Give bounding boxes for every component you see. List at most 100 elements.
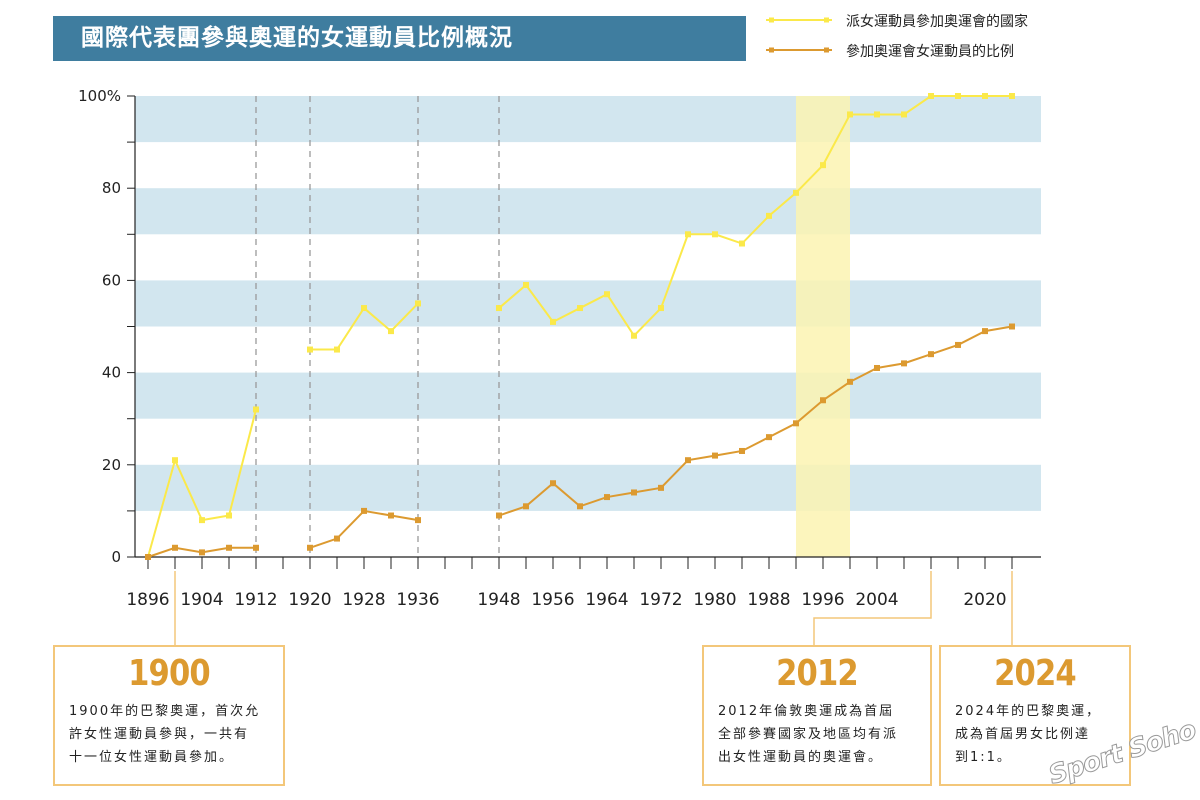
y-tick-label: 40 bbox=[102, 364, 121, 382]
callout-line: 出女性運動員的奧運會。 bbox=[718, 750, 884, 765]
legend-swatch-athletes bbox=[766, 47, 832, 53]
callout-year: 2012 bbox=[776, 653, 859, 694]
data-point bbox=[658, 305, 664, 312]
callout-text: 2024年的巴黎奧運， 成為首屆男女比例達 到1:1。 bbox=[941, 694, 1129, 769]
callout-line: 十一位女性運動員參加。 bbox=[69, 750, 235, 765]
x-tick-label: 1936 bbox=[396, 590, 439, 610]
y-tick-label: 80 bbox=[102, 179, 121, 197]
series-line-athletes bbox=[498, 325, 1013, 517]
series-line-countries bbox=[498, 95, 1012, 338]
legend-swatch-countries bbox=[766, 17, 832, 23]
callout-line: 1900年的巴黎奧運，首次允 bbox=[69, 704, 261, 719]
data-point bbox=[928, 351, 934, 358]
data-point bbox=[550, 318, 556, 325]
highlight-region bbox=[796, 96, 850, 557]
data-point bbox=[334, 535, 340, 542]
x-tick-label: 1920 bbox=[288, 590, 331, 610]
data-point bbox=[523, 282, 529, 289]
data-point bbox=[955, 93, 961, 99]
data-point bbox=[847, 378, 853, 385]
data-point bbox=[199, 549, 205, 556]
callout-1900: 1900 1900年的巴黎奧運，首次允 許女性運動員參與，一共有 十一位女性運動… bbox=[53, 645, 285, 786]
callout-text: 1900年的巴黎奧運，首次允 許女性運動員參與，一共有 十一位女性運動員參加。 bbox=[55, 694, 283, 769]
data-point bbox=[199, 517, 205, 524]
x-tick-label: 2020 bbox=[963, 590, 1006, 610]
data-point bbox=[847, 111, 853, 118]
callout-line: 許女性運動員參與，一共有 bbox=[69, 727, 250, 742]
data-point bbox=[766, 212, 772, 219]
background-band bbox=[135, 372, 1041, 419]
legend-label-athletes: 參加奧運會女運動員的比例 bbox=[846, 44, 1014, 60]
y-tick-label: 100% bbox=[78, 87, 121, 105]
callout-2012: 2012 2012年倫敦奧運成為首屆 全部參賽國家及地區均有派 出女性運動員的奧… bbox=[702, 645, 932, 786]
data-point bbox=[658, 484, 664, 491]
data-point bbox=[604, 291, 610, 298]
data-point bbox=[982, 93, 988, 99]
data-point bbox=[712, 452, 718, 459]
x-tick-label: 1980 bbox=[693, 590, 736, 610]
data-point bbox=[1009, 323, 1015, 330]
x-tick-label: 1896 bbox=[126, 590, 169, 610]
data-point bbox=[523, 503, 529, 510]
data-point bbox=[1009, 93, 1015, 99]
data-point bbox=[739, 240, 745, 247]
callout-year: 2024 bbox=[994, 653, 1077, 694]
x-tick-label: 2004 bbox=[855, 590, 898, 610]
data-point bbox=[253, 544, 259, 551]
data-point bbox=[226, 512, 232, 519]
data-point bbox=[793, 420, 799, 427]
data-point bbox=[901, 360, 907, 367]
background-band bbox=[135, 188, 1041, 235]
x-tick-label: 1928 bbox=[342, 590, 385, 610]
background-band bbox=[135, 96, 1041, 143]
x-tick-label: 1912 bbox=[234, 590, 277, 610]
data-point bbox=[550, 480, 556, 487]
callout-line: 全部參賽國家及地區均有派 bbox=[718, 727, 899, 742]
data-point bbox=[415, 517, 421, 524]
y-tick-label: 20 bbox=[102, 456, 121, 474]
legend-item-countries: 派女運動員參加奧運會的國家 bbox=[766, 10, 1086, 40]
x-tick-label: 1996 bbox=[801, 590, 844, 610]
callout-text: 2012年倫敦奧運成為首屆 全部參賽國家及地區均有派 出女性運動員的奧運會。 bbox=[704, 694, 930, 769]
data-point bbox=[145, 554, 151, 560]
data-point bbox=[361, 305, 367, 312]
data-point bbox=[955, 341, 961, 348]
data-point bbox=[307, 544, 313, 551]
data-point bbox=[496, 512, 502, 519]
data-point bbox=[766, 434, 772, 441]
legend: 派女運動員參加奧運會的國家 參加奧運會女運動員的比例 bbox=[766, 10, 1086, 70]
data-point bbox=[928, 93, 934, 99]
data-point bbox=[172, 457, 178, 464]
data-point bbox=[982, 328, 988, 335]
y-tick-label: 0 bbox=[111, 548, 121, 566]
chart-title: 國際代表團參與奧運的女運動員比例概況 bbox=[53, 16, 746, 61]
callout-connector bbox=[813, 571, 932, 645]
x-tick-label: 1972 bbox=[639, 590, 682, 610]
data-point bbox=[388, 512, 394, 519]
data-point bbox=[712, 231, 718, 238]
data-point bbox=[685, 457, 691, 464]
data-point bbox=[874, 111, 880, 118]
data-point bbox=[685, 231, 691, 238]
x-tick-label: 1948 bbox=[477, 590, 520, 610]
series-line-athletes bbox=[309, 509, 419, 549]
data-point bbox=[631, 332, 637, 339]
x-tick-label: 1964 bbox=[585, 590, 628, 610]
legend-item-athletes: 參加奧運會女運動員的比例 bbox=[766, 40, 1086, 70]
data-point bbox=[577, 503, 583, 510]
data-point bbox=[307, 346, 313, 353]
data-point bbox=[577, 305, 583, 312]
data-point bbox=[253, 406, 259, 413]
data-point bbox=[172, 544, 178, 551]
data-point bbox=[496, 305, 502, 312]
callout-line: 成為首屆男女比例達 bbox=[955, 727, 1091, 742]
callout-year: 1900 bbox=[128, 653, 211, 694]
callout-line: 到1:1。 bbox=[955, 750, 1012, 765]
data-point bbox=[631, 489, 637, 496]
y-tick-label: 60 bbox=[102, 271, 121, 289]
data-point bbox=[793, 189, 799, 196]
data-point bbox=[739, 447, 745, 454]
callout-line: 2012年倫敦奧運成為首屆 bbox=[718, 704, 895, 719]
data-point bbox=[604, 494, 610, 501]
